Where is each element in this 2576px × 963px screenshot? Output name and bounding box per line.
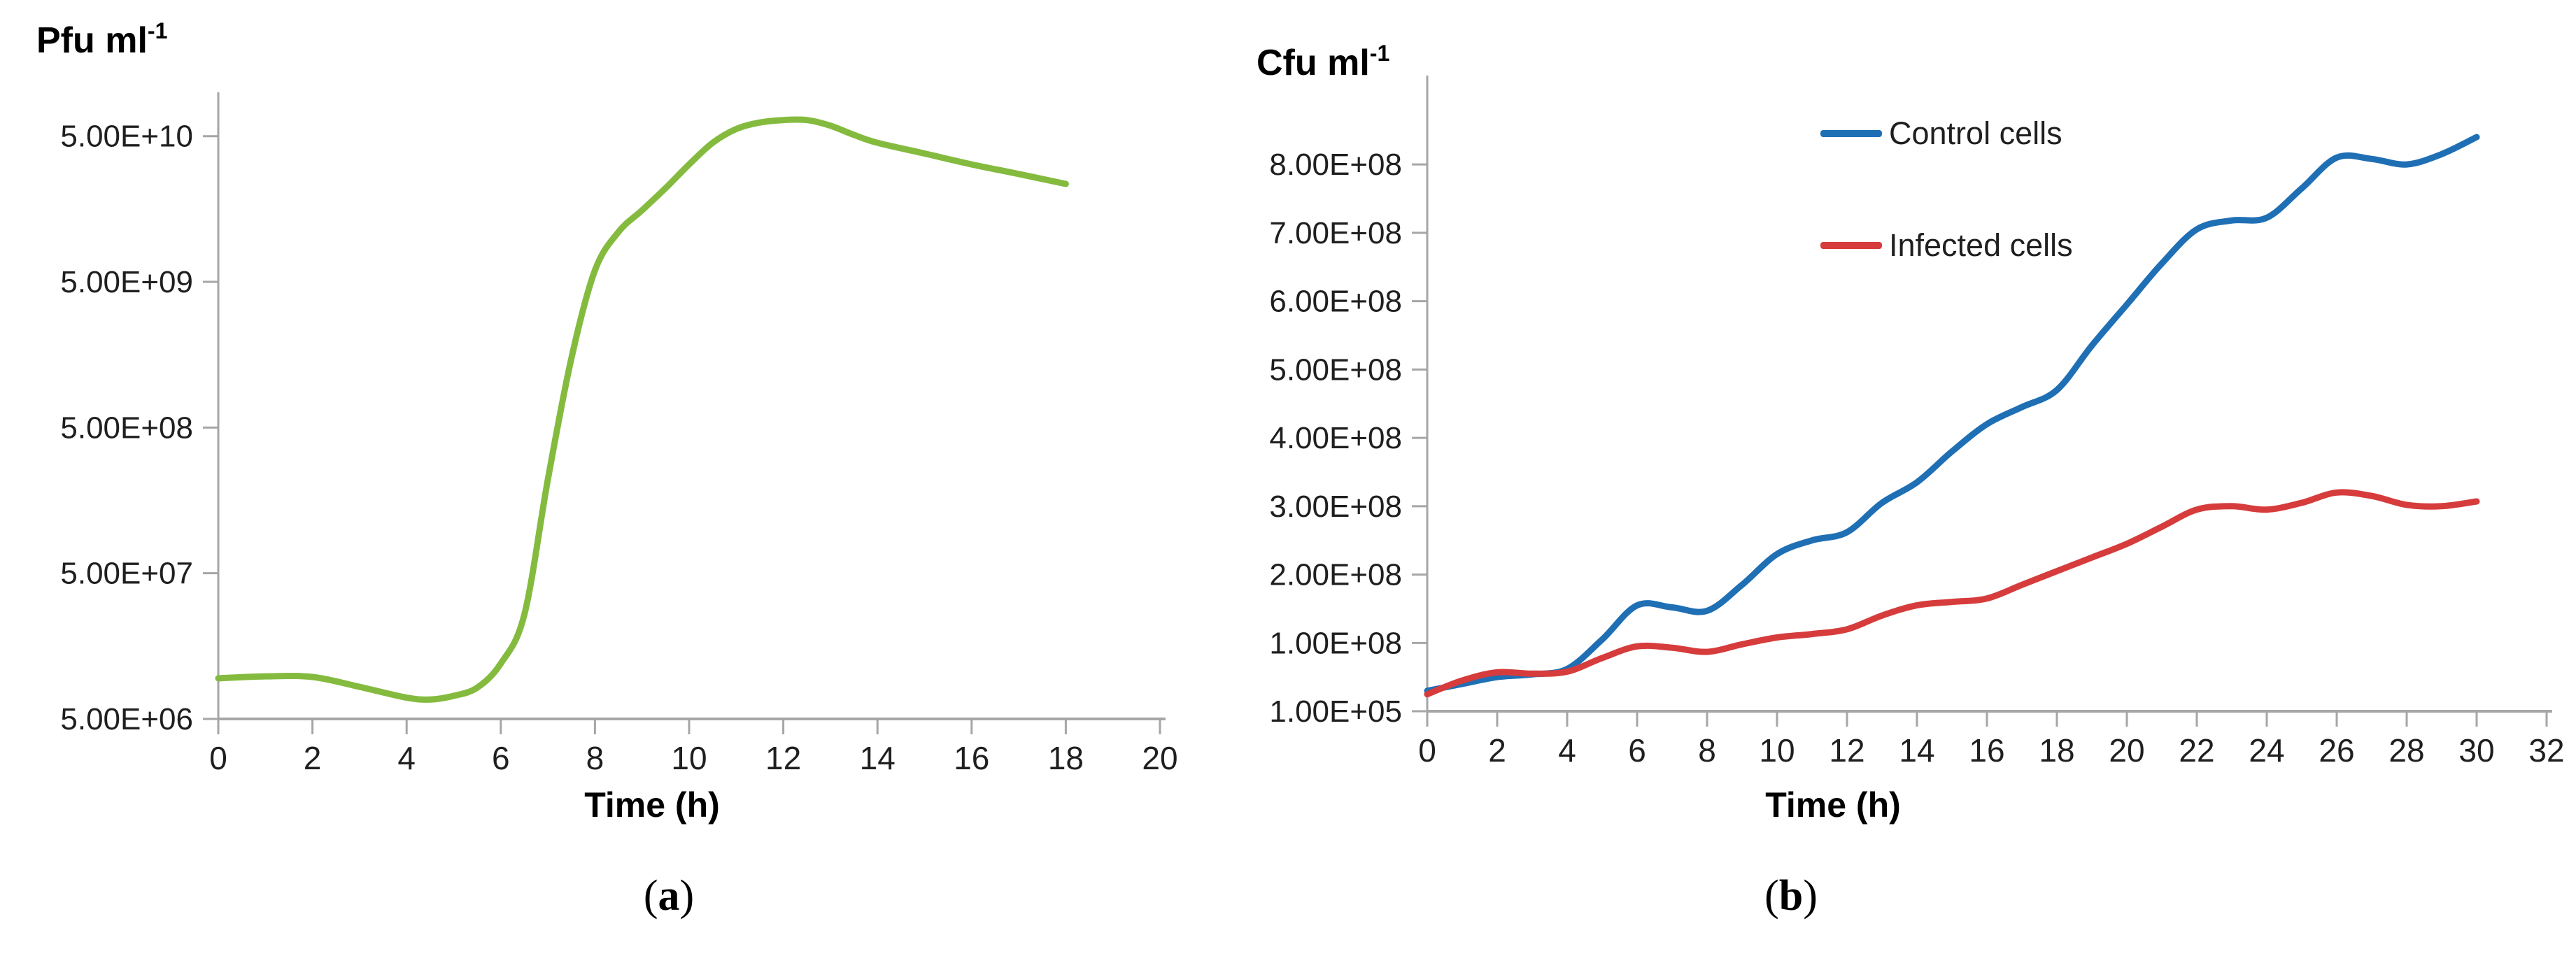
- chart-b-y-tick-label: 3.00E+08: [1269, 490, 1402, 524]
- chart-b-y-tick-label: 8.00E+08: [1269, 148, 1402, 182]
- chart-b-x-tick-label: 30: [2458, 732, 2494, 769]
- chart-b-x-tick-label: 10: [1759, 732, 1795, 769]
- chart-b-x-tick-label: 0: [1418, 732, 1436, 769]
- chart-a-x-tick-label: 16: [954, 740, 989, 776]
- chart-a-x-tick-label: 10: [671, 740, 707, 776]
- chart-b-title-text: Cfu ml: [1257, 42, 1370, 83]
- legend-item-infected-cells: Infected cells: [1820, 224, 2073, 267]
- panel-b-caption-letter: b: [1778, 872, 1804, 920]
- chart-b-y-tick-label: 5.00E+08: [1269, 352, 1402, 387]
- chart-b-x-tick-label: 24: [2249, 732, 2284, 769]
- chart-a-y-tick-label: 5.00E+08: [60, 411, 193, 445]
- legend-swatch-control-cells-line: [1820, 130, 1882, 137]
- chart-b-x-tick-label: 18: [2039, 732, 2074, 769]
- chart-b-x-tick-label: 26: [2319, 732, 2354, 769]
- chart-a-x-tick-label: 20: [1142, 740, 1177, 776]
- chart-b-x-tick-label: 32: [2528, 732, 2564, 769]
- chart-b-x-tick-label: 4: [1558, 732, 1576, 769]
- chart-a-title-text: Pfu ml: [36, 20, 148, 61]
- panel-b-caption-close-paren: ): [1803, 872, 1818, 920]
- chart-a-title-superscript: -1: [147, 18, 168, 43]
- chart-b-y-tick-label: 1.00E+08: [1269, 626, 1402, 660]
- panel-a-caption-close-paren: ): [679, 872, 695, 920]
- chart-a-y-tick-label: 5.00E+10: [60, 120, 193, 154]
- legend-swatch-infected-cells-line: [1820, 242, 1882, 249]
- chart-a-x-tick-label: 2: [304, 740, 322, 776]
- chart-b-x-tick-label: 20: [2109, 732, 2144, 769]
- panel-b-caption-open-paren: (: [1764, 872, 1779, 920]
- chart-b-x-tick-label: 16: [1969, 732, 2004, 769]
- panel-a-caption-open-paren: (: [643, 872, 658, 920]
- panel-a-caption: (a): [644, 871, 694, 921]
- chart-b-x-tick-label: 14: [1899, 732, 1934, 769]
- chart-b-y-tick-label: 2.00E+08: [1269, 558, 1402, 592]
- chart-a-x-tick-label: 12: [765, 740, 801, 776]
- chart-b-x-tick-label: 8: [1698, 732, 1716, 769]
- chart-a-series-line-0: [215, 116, 1069, 703]
- legend-label-infected-cells: Infected cells: [1889, 227, 2073, 263]
- chart-b-x-tick-label: 2: [1488, 732, 1506, 769]
- panel-a-caption-letter: a: [658, 872, 680, 920]
- chart-b-y-tick-label: 7.00E+08: [1269, 216, 1402, 250]
- chart-b-y-tick-label: 4.00E+08: [1269, 421, 1402, 455]
- chart-a-y-tick-label: 5.00E+07: [60, 557, 193, 591]
- chart-b-x-tick-label: 6: [1628, 732, 1646, 769]
- chart-b-y-tick-label: 1.00E+05: [1269, 694, 1402, 729]
- chart-a-title: Pfu ml-1: [36, 18, 168, 62]
- chart-a-y-tick-label: 5.00E+09: [60, 265, 193, 299]
- chart-a-x-tick-label: 6: [492, 740, 510, 776]
- chart-b-y-tick-label: 6.00E+08: [1269, 285, 1402, 319]
- chart-b-x-tick-label: 28: [2389, 732, 2424, 769]
- chart-b-series-control-cells: [1424, 134, 2480, 694]
- chart-a-x-tick-label: 18: [1048, 740, 1084, 776]
- chart-a-y-tick-label: 5.00E+06: [60, 702, 193, 736]
- chart-a-x-axis-title: Time (h): [584, 785, 720, 825]
- chart-a-x-tick-label: 14: [860, 740, 896, 776]
- chart-b-legend: Control cells Infected cells: [1820, 112, 2073, 267]
- chart-a-x-tick-label: 8: [586, 740, 604, 776]
- legend-label-control-cells: Control cells: [1889, 115, 2062, 151]
- chart-b-series-infected-cells: [1424, 489, 2480, 698]
- legend-item-control-cells: Control cells: [1820, 112, 2073, 155]
- chart-a-x-tick-label: 4: [397, 740, 416, 776]
- chart-b-x-axis-title: Time (h): [1765, 785, 1901, 825]
- chart-b-x-tick-label: 12: [1829, 732, 1864, 769]
- chart-b-title: Cfu ml-1: [1257, 41, 1389, 84]
- panel-b-caption: (b): [1764, 871, 1818, 921]
- chart-b-x-tick-label: 22: [2179, 732, 2214, 769]
- chart-b-title-superscript: -1: [1369, 41, 1390, 66]
- chart-a-x-tick-label: 0: [209, 740, 227, 776]
